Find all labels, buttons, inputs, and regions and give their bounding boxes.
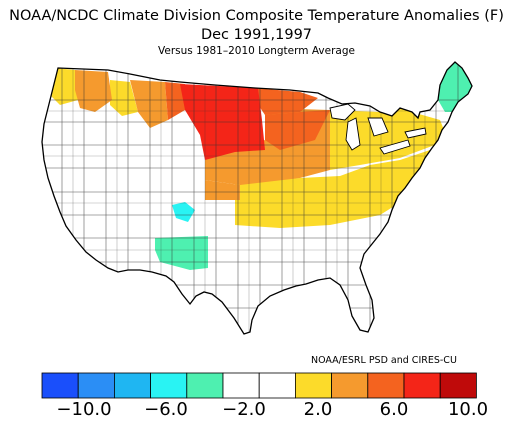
map-subtitle-dates: Dec 1991,1997 — [200, 27, 313, 43]
legend-swatch — [367, 372, 405, 399]
legend-swatch — [222, 372, 260, 399]
legend-swatch — [77, 372, 115, 399]
legend-swatch — [114, 372, 152, 399]
map-subtitle-baseline: Versus 1981–2010 Longterm Average — [158, 45, 355, 57]
legend-tick-label: 10.0 — [447, 399, 489, 420]
data-credit: NOAA/ESRL PSD and CIRES-CU — [311, 355, 457, 366]
legend-tick-label: 2.0 — [303, 399, 333, 420]
legend-swatch — [439, 372, 477, 399]
legend-swatch — [294, 372, 332, 399]
legend-tick-label: −10.0 — [56, 399, 112, 420]
legend-swatch — [186, 372, 224, 399]
legend-tick-label: −2.0 — [222, 399, 266, 420]
legend-swatch — [403, 372, 441, 399]
legend-swatch — [331, 372, 369, 399]
map-title: NOAA/NCDC Climate Division Composite Tem… — [9, 8, 504, 24]
legend-swatch — [41, 372, 79, 399]
legend-tick-label: 6.0 — [379, 399, 409, 420]
legend-swatch — [258, 372, 296, 399]
legend-swatch — [150, 372, 188, 399]
legend-tick-label: −6.0 — [144, 399, 188, 420]
